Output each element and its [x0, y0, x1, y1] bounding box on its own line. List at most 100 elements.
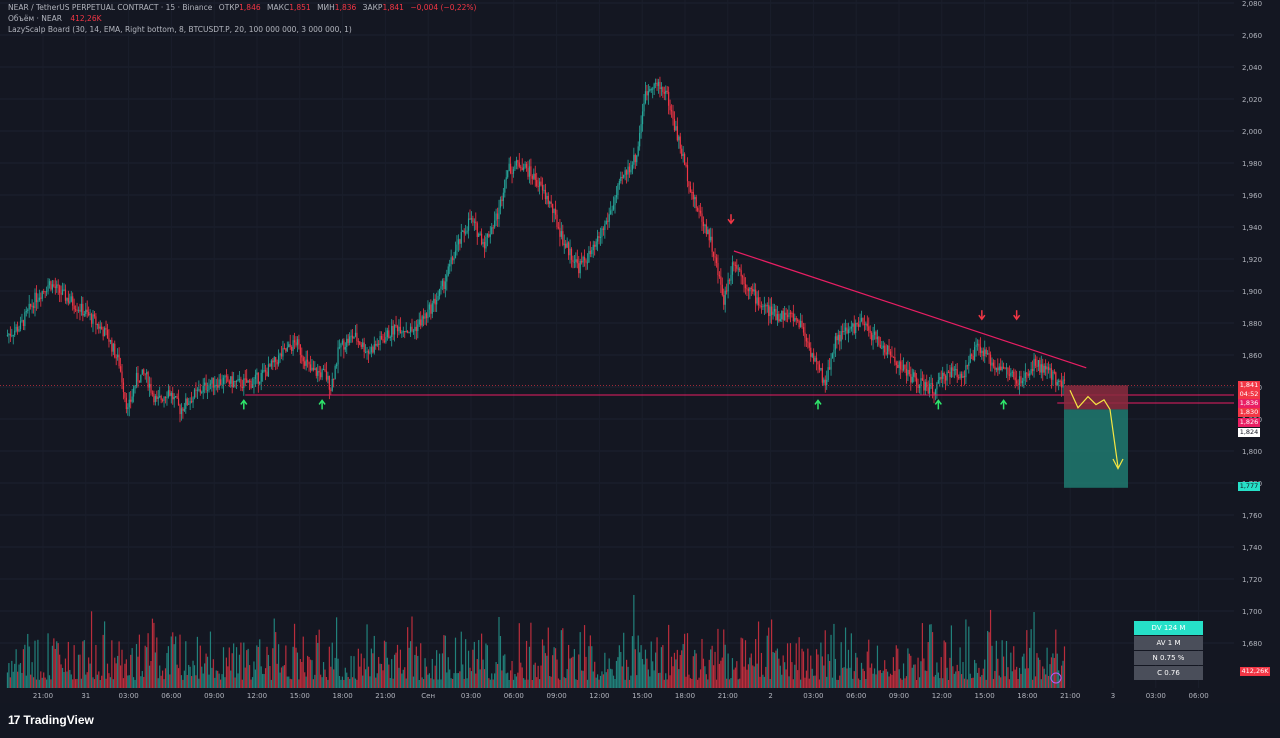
volume-bar [156, 637, 158, 688]
candle-body [524, 163, 526, 168]
volume-bar [744, 640, 747, 688]
volume-bar [872, 673, 874, 688]
volume-bar [927, 642, 929, 688]
candle-body [505, 177, 507, 180]
candle-body [921, 378, 923, 381]
target-tag: 1,777 [1238, 482, 1260, 491]
volume-bar [115, 663, 117, 688]
y-tick-label: 2,060 [1242, 32, 1262, 40]
volume-bar [844, 627, 847, 688]
volume-bar [15, 649, 17, 688]
candle-body [984, 349, 986, 357]
candle-body [1042, 364, 1044, 373]
volume-bar [749, 657, 751, 688]
candle-body [636, 155, 638, 163]
volume-bar [618, 645, 620, 688]
candle-body [699, 210, 702, 214]
candle-body [247, 380, 249, 383]
candle-body [150, 383, 152, 393]
volume-bar [788, 676, 790, 688]
candle-body [314, 368, 316, 370]
candle-body [494, 220, 496, 228]
candle-body [684, 153, 686, 165]
volume-bar [292, 646, 294, 688]
candle-body [173, 396, 175, 400]
candle-body [1004, 368, 1006, 370]
volume-bar [280, 667, 283, 688]
candle-body [301, 354, 303, 358]
candle-body [731, 262, 734, 275]
candle-body [714, 256, 716, 258]
candle-body [346, 338, 348, 348]
candle-body [141, 369, 143, 375]
candle-body [762, 306, 764, 308]
volume-bar [511, 660, 513, 688]
candle-body [395, 324, 397, 327]
candle-body [115, 357, 117, 359]
candle-body [515, 160, 517, 166]
candle-body [14, 330, 16, 336]
candle-body [833, 349, 835, 354]
candle-body [412, 330, 415, 332]
x-tick-label: 09:00 [889, 692, 909, 700]
volume-bar [386, 657, 388, 688]
candle-body [782, 310, 784, 321]
volume-bar [517, 672, 519, 688]
candle-body [753, 289, 755, 292]
candle-body [421, 316, 423, 326]
candle-body [201, 392, 203, 394]
volume-bar [462, 664, 464, 688]
candle-body [694, 197, 696, 200]
volume-bar [1017, 678, 1019, 688]
candle-body [282, 348, 284, 357]
candle-body [375, 344, 377, 346]
candle-body [263, 370, 265, 372]
candle-body [404, 330, 406, 333]
volume-bar [402, 669, 404, 688]
volume-bar [327, 679, 329, 688]
candle-body [336, 364, 338, 367]
volume-bar [234, 677, 236, 688]
volume-bar [639, 652, 641, 688]
volume-bar [106, 663, 109, 688]
volume-bar [125, 659, 127, 688]
candle-body [43, 291, 45, 293]
volume-bar [871, 663, 873, 688]
volume-bar [908, 653, 910, 688]
candle-body [143, 369, 145, 374]
volume-bar [135, 644, 138, 688]
price-chart[interactable]: 2,0802,0602,0402,0202,0001,9801,9601,940… [0, 0, 1280, 703]
tradingview-logo[interactable]: 17 TradingView [8, 713, 94, 727]
candle-body [763, 305, 765, 307]
volume-bar [407, 627, 409, 688]
volume-bar [611, 669, 613, 688]
volume-bar [270, 679, 272, 688]
volume-bar [375, 677, 377, 688]
candle-body [1055, 372, 1057, 385]
volume-bar [369, 676, 371, 688]
volume-bar [341, 676, 343, 688]
volume-bar [755, 639, 757, 688]
volume-bar [976, 672, 979, 688]
candle-body [162, 399, 164, 401]
candle-body [217, 384, 219, 388]
volume-bar [617, 657, 619, 688]
volume-bar [946, 667, 948, 688]
volume-bar [253, 661, 255, 688]
candle-body [182, 408, 184, 411]
volume-bar [966, 679, 968, 688]
x-tick-label: 03:00 [119, 692, 139, 700]
candle-body [945, 375, 947, 381]
candle-body [939, 377, 941, 381]
candle-body [823, 379, 825, 383]
volume-bar [235, 647, 238, 688]
volume-bar [501, 670, 503, 688]
candle-body [227, 376, 229, 382]
candle-body [552, 203, 554, 213]
candle-body [275, 357, 277, 362]
volume-bar [634, 649, 636, 688]
candle-body [1036, 365, 1038, 367]
candle-body [61, 289, 64, 295]
volume-bar [1023, 653, 1025, 688]
volume-bar [206, 656, 209, 688]
